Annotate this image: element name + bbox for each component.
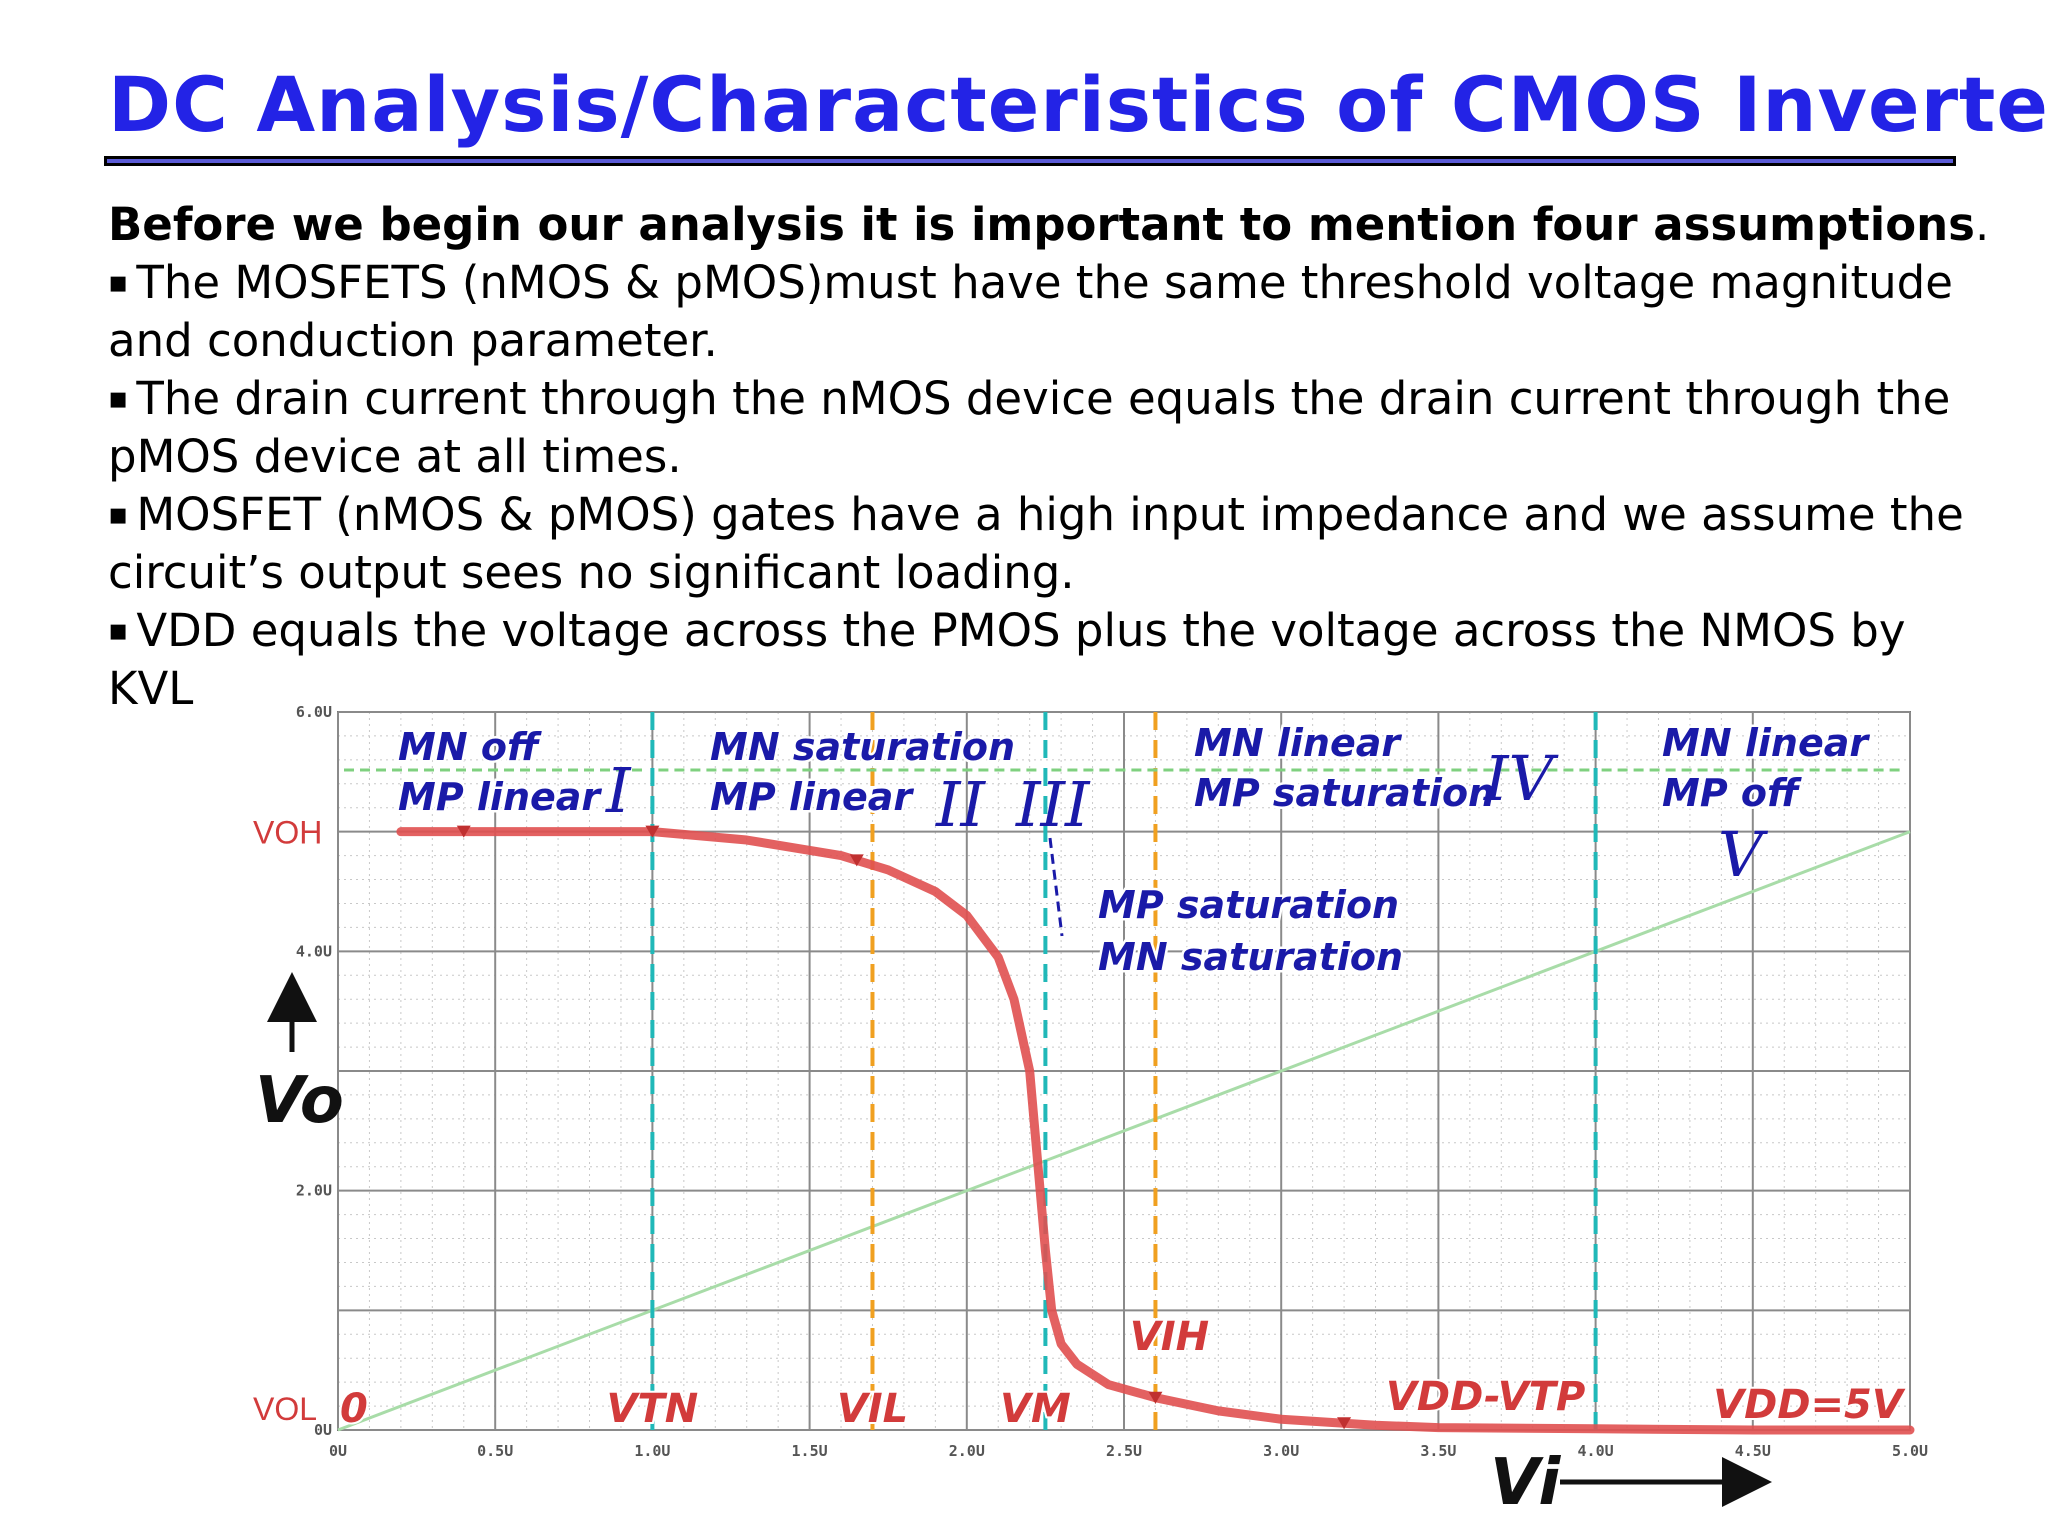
assumption-text: The MOSFETS (nMOS & pMOS)must have the s… xyxy=(108,256,1953,367)
region-5-roman: V xyxy=(1718,818,1769,891)
marker-label-vm: VM xyxy=(1000,1386,1071,1432)
region-2-line1: MN saturation xyxy=(710,725,1015,769)
assumption-item: ▪ The drain current through the nMOS devi… xyxy=(108,370,2008,486)
x-tick-label: 0.5U xyxy=(477,1442,513,1460)
assumption-item: ▪ The MOSFETS (nMOS & pMOS)must have the … xyxy=(108,254,2008,370)
marker-label-vil: VIL xyxy=(837,1386,908,1432)
curve-marker xyxy=(1337,1417,1352,1430)
x-tick-label: 4.0U xyxy=(1578,1442,1614,1460)
region-5-line2: MP off xyxy=(1662,771,1802,815)
y-tick-label: 0U xyxy=(314,1421,332,1439)
x-tick-label: 2.0U xyxy=(949,1442,985,1460)
x-tick-label: 1.0U xyxy=(634,1442,670,1460)
assumption-item: ▪ VDD equals the voltage across the PMOS … xyxy=(108,602,1968,718)
region-2-roman: II xyxy=(935,768,986,841)
region-1-line2: MP linear xyxy=(398,775,602,819)
curve-marker xyxy=(645,825,660,838)
curve-marker xyxy=(849,854,864,867)
y-tick-label: 2.0U xyxy=(296,1182,332,1200)
region-2-line2: MP linear xyxy=(710,775,914,819)
x-tick-label: 5.0U xyxy=(1892,1442,1928,1460)
assumption-item: ▪ MOSFET (nMOS & pMOS) gates have a high … xyxy=(108,486,2008,602)
voh-label: VOH xyxy=(253,815,322,851)
region-4-line1: MN linear xyxy=(1194,721,1402,765)
intro-period: . xyxy=(1974,198,1990,251)
region-5-line1: MN linear xyxy=(1662,721,1870,765)
region-3-leader xyxy=(1048,837,1064,937)
page-title: DC Analysis/Characteristics of CMOS Inve… xyxy=(108,60,2048,149)
curve-marker xyxy=(1148,1391,1163,1404)
vo-curve xyxy=(396,827,1915,1435)
marker-label-vdd-vtp: VDD-VTP xyxy=(1386,1374,1585,1420)
region-3-line2: MN saturation xyxy=(1098,935,1403,979)
curve-marker xyxy=(456,825,471,838)
region-3-line1: MP saturation xyxy=(1098,883,1399,927)
vdd-label: VDD=5V xyxy=(1713,1382,1906,1428)
x-tick-label: 1.5U xyxy=(792,1442,828,1460)
marker-label-vih: VIH xyxy=(1130,1314,1209,1360)
intro-line: Before we begin our analysis it is impor… xyxy=(108,196,2008,254)
origin-label: 0 xyxy=(340,1386,368,1432)
bullet-icon: ▪ xyxy=(108,265,129,300)
x-tick-label: 0U xyxy=(329,1442,347,1460)
y-tick-label: 4.0U xyxy=(296,942,332,960)
region-1-line1: MN off xyxy=(398,725,542,769)
region-1-roman: I xyxy=(605,754,632,827)
region-4-line2: MP saturation xyxy=(1194,771,1495,815)
assumption-text: MOSFET (nMOS & pMOS) gates have a high i… xyxy=(108,488,1964,599)
bullet-icon: ▪ xyxy=(108,381,129,416)
x-axis-label: Vi xyxy=(1490,1446,1561,1520)
vi-reference-line xyxy=(337,830,1911,1432)
x-tick-label: 3.5U xyxy=(1420,1442,1456,1460)
vol-label: VOL xyxy=(253,1391,317,1427)
region-3-roman: III xyxy=(1015,768,1091,841)
assumption-text: The drain current through the nMOS devic… xyxy=(108,372,1951,483)
intro-text: Before we begin our analysis it is impor… xyxy=(108,198,1975,251)
bullet-icon: ▪ xyxy=(108,613,129,648)
title-underline xyxy=(104,156,1956,166)
marker-label-vtn: VTN xyxy=(607,1386,699,1432)
x-tick-label: 2.5U xyxy=(1106,1442,1142,1460)
assumption-text: VDD equals the voltage across the PMOS p… xyxy=(108,604,1906,715)
x-tick-label: 3.0U xyxy=(1263,1442,1299,1460)
y-axis-label: Vo xyxy=(255,1064,344,1138)
y-tick-label: 6.0U xyxy=(296,703,332,721)
x-tick-label: 4.5U xyxy=(1735,1442,1771,1460)
bullet-icon: ▪ xyxy=(108,497,129,532)
assumptions-text: Before we begin our analysis it is impor… xyxy=(108,196,2008,718)
region-4-roman: IV xyxy=(1483,742,1559,815)
